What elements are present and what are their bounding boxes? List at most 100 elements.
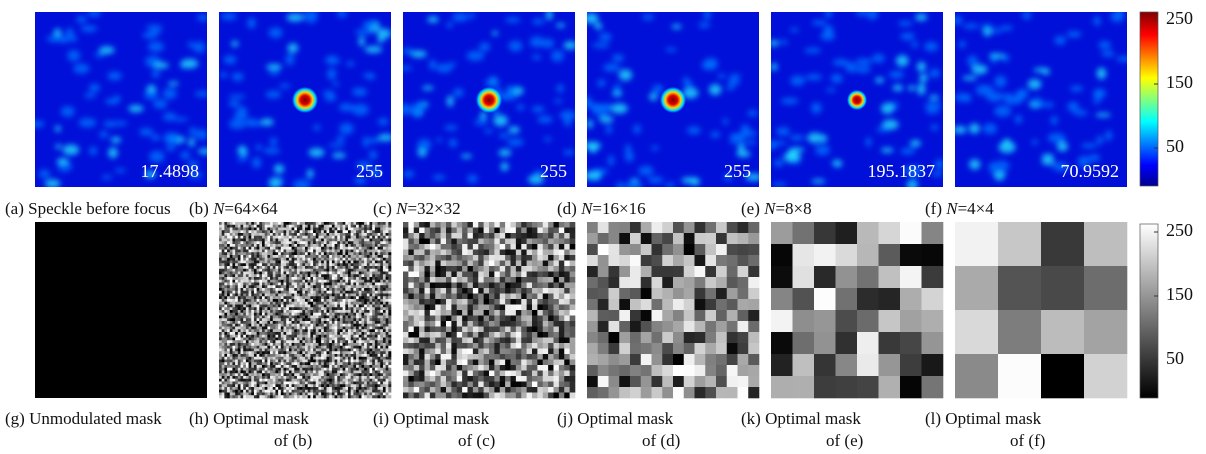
mask-cell (372, 318, 375, 321)
mask-cell (335, 329, 338, 332)
mask-cell (257, 239, 260, 242)
mask-cell (219, 266, 222, 269)
mask-cell (570, 277, 576, 283)
mask-cell (246, 241, 249, 244)
mask-cell (289, 258, 292, 261)
mask-cell (222, 299, 225, 302)
mask-cell (257, 351, 260, 354)
mask-cell (367, 321, 370, 324)
speckle-grain (804, 48, 821, 54)
mask-cell (375, 376, 378, 379)
mask-cell (332, 371, 335, 374)
mask-cell (246, 247, 249, 250)
mask-cell (305, 321, 308, 324)
mask-cell (246, 258, 249, 261)
mask-cell (219, 335, 222, 338)
mask-cell (300, 280, 303, 283)
mask-cell (356, 329, 359, 332)
mask-cell (356, 335, 359, 338)
mask-cell (241, 357, 244, 360)
mask-cell (227, 316, 230, 319)
mask-cell (286, 351, 289, 354)
mask-cell (308, 349, 311, 352)
mask-cell (241, 230, 244, 233)
mask-cell (273, 269, 276, 272)
mask-cell (318, 288, 321, 291)
mask-cell (324, 376, 327, 379)
mask-cell (375, 277, 378, 280)
mask-cell (353, 321, 356, 324)
mask-cell (335, 318, 338, 321)
speckle-panel: 70.9592(f) N=4×4 (925, 9, 1134, 218)
mask-cell (364, 346, 367, 349)
mask-cell (300, 393, 303, 396)
mask-cell (224, 263, 227, 266)
mask-cell (294, 335, 297, 338)
mask-cell (516, 272, 522, 278)
mask-cell (468, 244, 474, 250)
mask-cell (257, 313, 260, 316)
mask-cell (527, 228, 533, 234)
mask-cell (388, 349, 391, 352)
mask-cell (235, 296, 238, 299)
mask-cell (380, 390, 383, 393)
mask-cell (353, 255, 356, 258)
mask-cell (246, 294, 249, 297)
mask-cell (294, 274, 297, 277)
mask-cell (327, 241, 330, 244)
mask-cell (332, 222, 335, 225)
speckle-grain (915, 14, 927, 21)
mask-cell (441, 255, 447, 261)
mask-cell (348, 360, 351, 363)
caption: (g) Unmodulated mask (5, 409, 162, 428)
mask-cell (278, 395, 281, 398)
mask-cell (383, 258, 386, 261)
mask-cell (340, 236, 343, 239)
mask-cell (370, 247, 373, 250)
mask-cell (340, 307, 343, 310)
mask-cell (343, 233, 346, 236)
mask-cell (257, 288, 260, 291)
mask-cell (251, 302, 254, 305)
mask-cell (372, 288, 375, 291)
mask-cell (297, 313, 300, 316)
mask-cell (249, 354, 252, 357)
mask-cell (378, 310, 381, 313)
mask-cell (235, 241, 238, 244)
mask-cell (388, 288, 391, 291)
mask-cell (230, 332, 233, 335)
mask-cell (249, 228, 252, 231)
mask-cell (262, 373, 265, 376)
mask-cell (348, 365, 351, 368)
mask-cell (370, 343, 373, 346)
mask-cell (243, 351, 246, 354)
mask-cell (386, 349, 389, 352)
mask-cell (246, 233, 249, 236)
mask-cell (246, 384, 249, 387)
mask-cell (327, 351, 330, 354)
mask-cell (257, 387, 260, 390)
mask-cell (275, 250, 278, 253)
mask-cell (386, 321, 389, 324)
speckle-grain (665, 48, 676, 52)
mask-cell (324, 296, 327, 299)
mask-cell (327, 321, 330, 324)
mask-cell (353, 384, 356, 387)
mask-cell (284, 324, 287, 327)
mask-cell (537, 233, 543, 239)
mask-cell (353, 299, 356, 302)
mask-cell (281, 379, 284, 382)
mask-cell (383, 233, 386, 236)
mask-cell (251, 233, 254, 236)
mask-cell (230, 340, 233, 343)
mask-cell (275, 294, 278, 297)
mask-cell (329, 239, 332, 242)
mask-cell (241, 277, 244, 280)
mask-cell (224, 329, 227, 332)
mask-cell (370, 351, 373, 354)
mask-cell (254, 274, 257, 277)
speckle-grain (900, 33, 915, 41)
mask-cell (259, 222, 262, 225)
mask-cell (286, 340, 289, 343)
mask-cell (361, 274, 364, 277)
